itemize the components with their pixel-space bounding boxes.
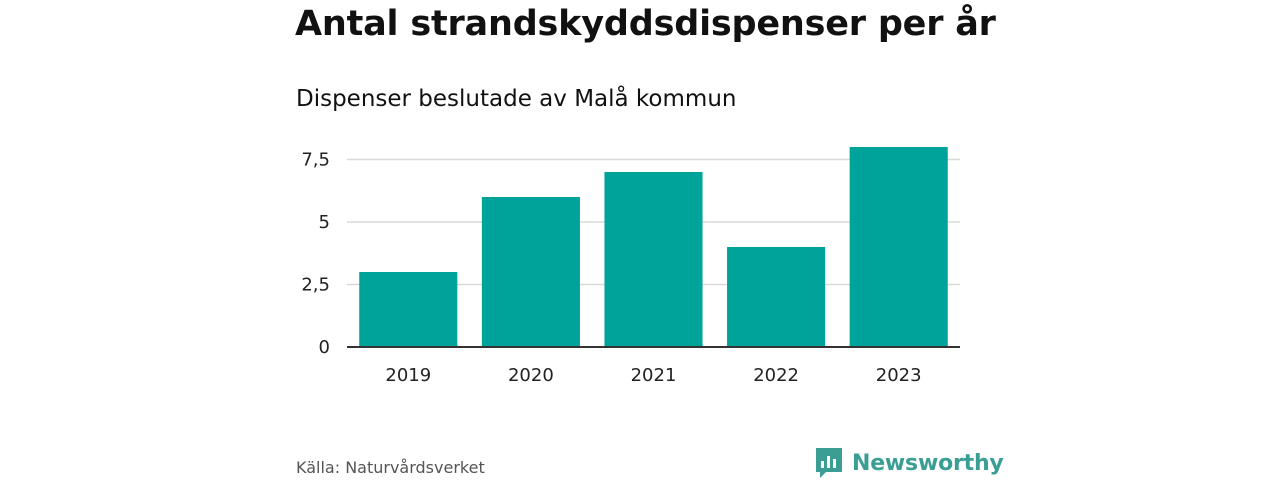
x-tick-label: 2022	[753, 365, 799, 386]
y-tick-label: 7,5	[301, 150, 330, 171]
bar-2022	[727, 247, 826, 347]
x-tick-label: 2021	[631, 365, 677, 386]
bar-2019	[359, 272, 458, 347]
x-tick-label: 2023	[876, 365, 922, 386]
bar-2023	[849, 147, 948, 347]
bars	[359, 147, 948, 347]
brand-name: Newsworthy	[852, 450, 1004, 476]
newsworthy-logo-icon	[816, 448, 842, 478]
brand-logo: Newsworthy	[814, 446, 1004, 480]
y-tick-label: 2,5	[301, 275, 330, 296]
bar-2021	[604, 172, 703, 347]
x-tick-label: 2020	[508, 365, 554, 386]
y-tick-label: 0	[319, 337, 330, 358]
x-tick-label: 2019	[385, 365, 431, 386]
chart-subtitle: Dispenser beslutade av Malå kommun	[296, 86, 737, 112]
source-note: Källa: Naturvårdsverket	[296, 458, 485, 477]
chart-title: Antal strandskyddsdispenser per år	[295, 4, 996, 44]
tick-labels: 0 2,5 5 7,5 2019 2020 2021 2022 2023	[301, 150, 921, 387]
bar-2020	[481, 197, 580, 347]
y-tick-label: 5	[319, 212, 330, 233]
